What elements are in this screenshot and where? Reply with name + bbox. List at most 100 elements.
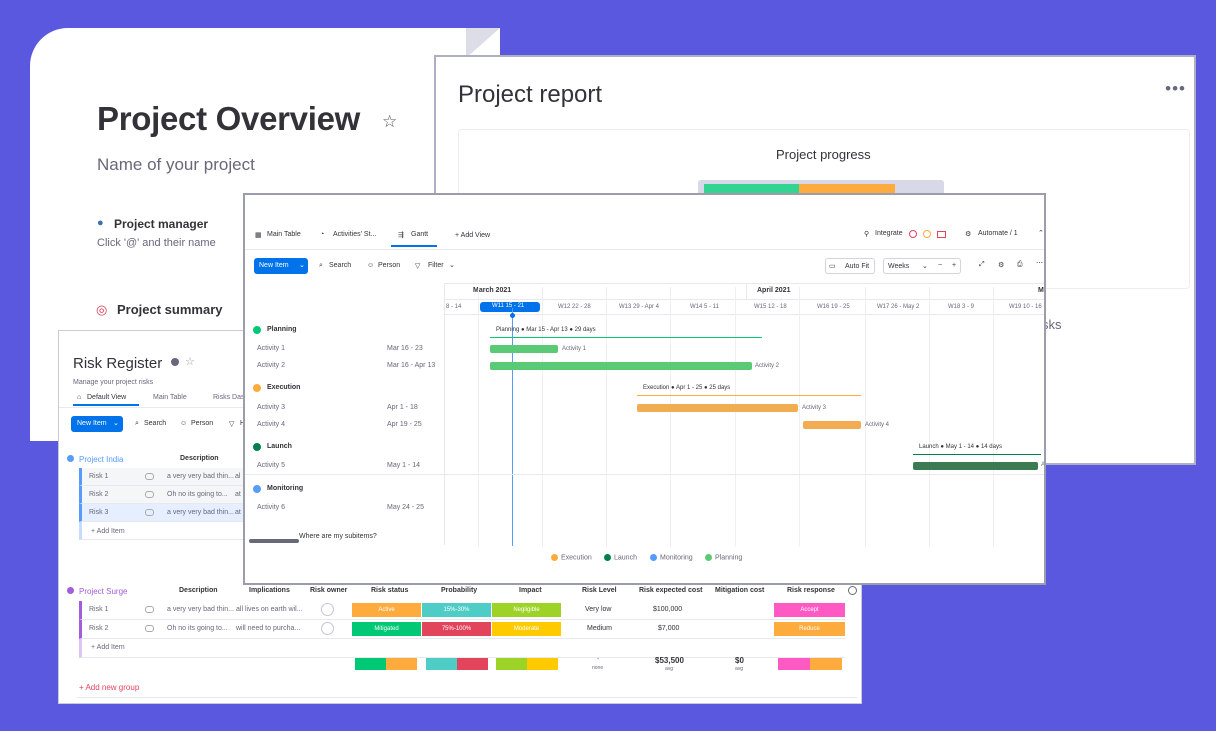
status-badge[interactable]: Mitigated — [352, 622, 421, 636]
group-summary-line — [637, 395, 861, 396]
group-name[interactable]: Monitoring — [267, 485, 304, 492]
search-button[interactable]: Search — [144, 420, 167, 427]
response-badge[interactable]: Reduce — [774, 622, 845, 636]
column-header: Risk Level — [582, 587, 617, 594]
item-name[interactable]: Activity 5 — [257, 462, 286, 469]
grid-line — [542, 287, 543, 547]
star-icon[interactable]: ☆ — [382, 112, 398, 131]
export-icon[interactable]: ⎙ — [1017, 261, 1023, 268]
item-name[interactable]: Activity 1 — [257, 345, 286, 352]
group-title-project-surge[interactable]: Project Surge — [79, 587, 128, 596]
person-filter-button[interactable]: Person — [378, 262, 401, 269]
add-column-icon[interactable] — [848, 586, 857, 595]
new-item-button[interactable]: New Item ⌄ — [254, 258, 308, 274]
item-name[interactable]: Activity 3 — [257, 404, 286, 411]
group-collapse-icon[interactable] — [67, 587, 74, 594]
column-header: Mitigation cost — [715, 587, 765, 594]
settings-icon[interactable]: ⚙ — [998, 262, 1005, 269]
item-name: Risk 1 — [89, 606, 109, 613]
tab-risks-dashboard[interactable]: Risks Das — [213, 394, 245, 401]
item-name[interactable]: Activity 6 — [257, 504, 286, 511]
legend-item-launch: Launch — [604, 554, 637, 561]
tab-main-table[interactable]: Main Table — [153, 394, 187, 401]
column-header: Implications — [249, 587, 290, 594]
person-filter-button[interactable]: Person — [191, 420, 214, 427]
more-options-icon[interactable]: ⋯ — [1036, 260, 1043, 267]
group-color-dot — [253, 326, 261, 334]
gantt-bar[interactable] — [913, 462, 1038, 470]
table-row[interactable] — [79, 620, 845, 639]
tab-default-view[interactable]: Default View — [87, 394, 127, 401]
group-name[interactable]: Execution — [267, 384, 301, 391]
fullscreen-icon[interactable]: ⤢ — [979, 261, 985, 268]
collapse-icon[interactable]: ⌃ — [1038, 230, 1044, 237]
response-badge[interactable]: Accept — [774, 603, 845, 617]
probability-badge[interactable]: 75%-100% — [422, 622, 491, 636]
gantt-bar-label: Activity 1 — [562, 346, 587, 352]
group-name[interactable]: Planning — [267, 326, 297, 333]
table-row[interactable] — [79, 601, 845, 620]
table-row[interactable] — [79, 468, 259, 486]
divider — [445, 314, 1044, 315]
more-options-icon[interactable]: ••• — [1165, 79, 1186, 98]
item-dates: Mar 16 - Apr 13 — [387, 362, 436, 369]
add-item-button[interactable]: + Add Item — [91, 528, 125, 535]
add-item-row[interactable] — [79, 639, 845, 658]
zoom-select[interactable]: Weeks ⌄ − + — [883, 258, 961, 274]
risk-level-cell: Medium — [587, 625, 612, 632]
table-row[interactable] — [79, 486, 259, 504]
tab-main-table[interactable]: Main Table — [267, 231, 301, 238]
h-button[interactable]: H — [240, 420, 245, 427]
horizontal-scrollbar[interactable] — [249, 539, 299, 543]
item-name[interactable]: Activity 2 — [257, 362, 286, 369]
tab-activities-status[interactable]: Activities' St... — [333, 231, 377, 238]
group-summary-line — [913, 454, 1041, 455]
probability-badge[interactable]: 15%-30% — [422, 603, 491, 617]
impact-badge[interactable]: Negligible — [492, 603, 561, 617]
item-name[interactable]: Activity 4 — [257, 421, 286, 428]
automate-button[interactable]: Automate / 1 — [978, 230, 1018, 237]
updates-icon[interactable] — [145, 473, 154, 480]
updates-icon[interactable] — [145, 606, 154, 613]
impact-badge[interactable]: Moderate — [492, 622, 561, 636]
integrate-button[interactable]: Integrate — [875, 230, 903, 237]
expected-cost-summary-label: avg — [665, 666, 674, 672]
info-icon[interactable] — [171, 358, 179, 366]
status-badge[interactable]: Active — [352, 603, 421, 617]
updates-icon[interactable] — [145, 625, 154, 632]
add-item-row[interactable] — [79, 522, 259, 540]
group-name[interactable]: Launch — [267, 443, 292, 450]
divider — [77, 697, 857, 698]
project-name-field[interactable]: Name of your project — [97, 155, 255, 174]
avatar[interactable] — [321, 603, 334, 616]
gantt-bar[interactable] — [637, 404, 798, 412]
chevron-down-icon[interactable]: ⌄ — [449, 262, 455, 269]
column-header: Risk expected cost — [639, 587, 703, 594]
robot-icon: ⚙ — [965, 231, 972, 238]
star-icon[interactable]: ☆ — [185, 356, 195, 368]
gantt-bar[interactable] — [490, 345, 558, 353]
new-item-button[interactable]: New Item ⌄ — [71, 416, 123, 432]
add-new-group-button[interactable]: + Add new group — [79, 683, 140, 692]
project-manager-field[interactable]: Click '@' and their name — [97, 237, 216, 249]
group-title-project-india[interactable]: Project India — [79, 455, 124, 464]
subitems-hint-link[interactable]: Where are my subitems? — [299, 533, 377, 540]
filter-button[interactable]: Filter — [428, 262, 444, 269]
updates-icon[interactable] — [145, 491, 154, 498]
table-row[interactable] — [79, 504, 259, 522]
table-icon: ▦ — [255, 232, 262, 239]
risk-level-summary-label: none — [592, 665, 604, 671]
add-view-button[interactable]: + Add View — [455, 232, 491, 239]
tab-gantt[interactable]: Gantt — [411, 231, 429, 238]
group-color-dot — [253, 443, 261, 451]
avatar[interactable] — [321, 622, 334, 635]
group-collapse-icon[interactable] — [67, 455, 74, 462]
gantt-bar[interactable] — [803, 421, 861, 429]
updates-icon[interactable] — [145, 509, 154, 516]
auto-fit-button[interactable]: ▭ Auto Fit — [825, 258, 875, 274]
legend-item-monitoring: Monitoring — [650, 554, 693, 561]
add-item-button[interactable]: + Add Item — [91, 644, 125, 651]
gantt-bar[interactable] — [490, 362, 752, 370]
search-button[interactable]: Search — [329, 262, 352, 269]
week-label: W18 3 - 9 — [948, 304, 975, 310]
